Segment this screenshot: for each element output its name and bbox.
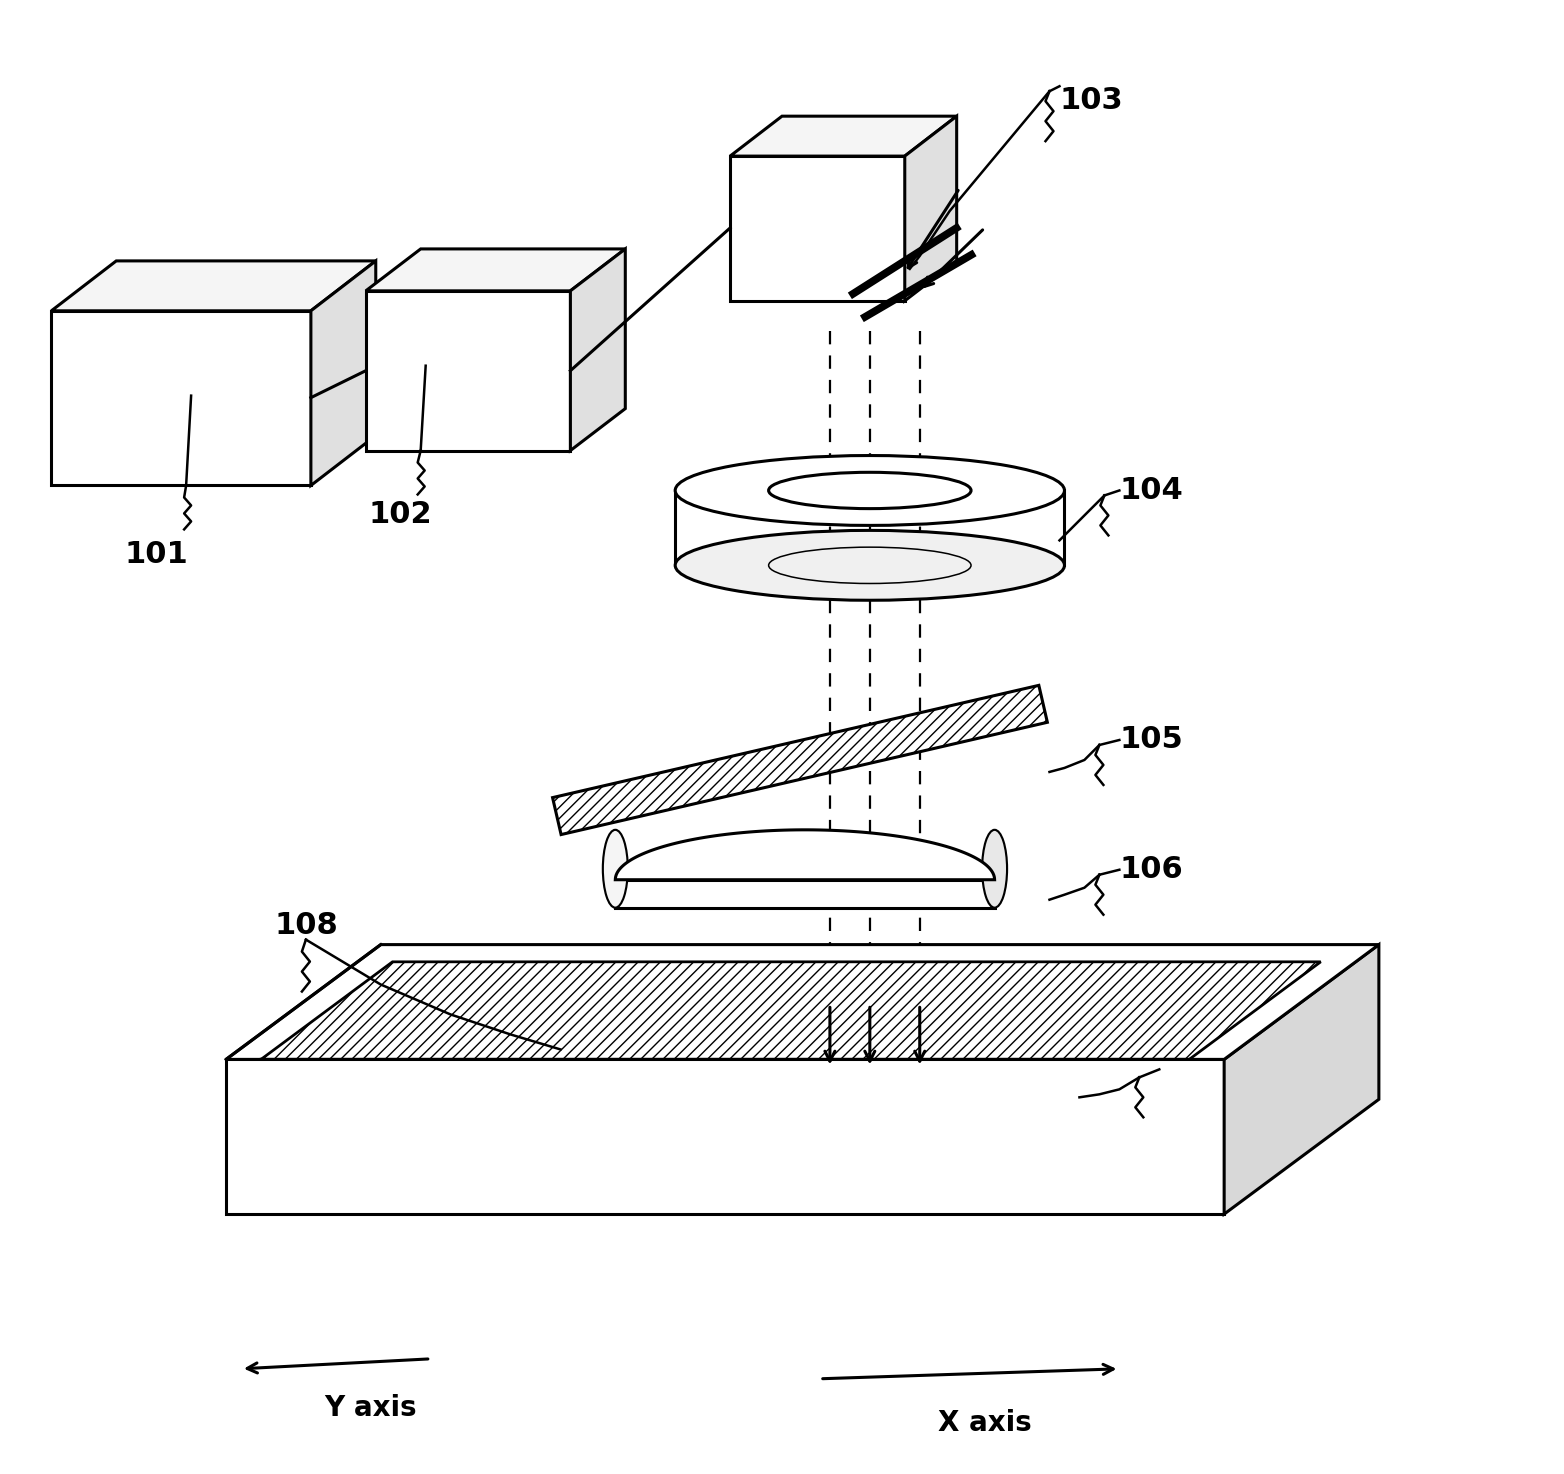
Text: X axis: X axis	[938, 1409, 1032, 1437]
Polygon shape	[552, 685, 1048, 834]
Polygon shape	[615, 830, 995, 880]
Ellipse shape	[982, 830, 1007, 908]
Ellipse shape	[676, 455, 1065, 525]
Text: 103: 103	[1059, 85, 1123, 115]
Text: 102: 102	[369, 501, 433, 529]
Ellipse shape	[676, 531, 1065, 600]
Polygon shape	[366, 249, 626, 290]
Polygon shape	[730, 156, 904, 301]
Ellipse shape	[768, 472, 971, 509]
Polygon shape	[261, 963, 1320, 1060]
Ellipse shape	[768, 547, 971, 584]
Polygon shape	[366, 290, 571, 451]
Text: 104: 104	[1120, 476, 1182, 506]
Text: 108: 108	[274, 911, 338, 939]
Polygon shape	[615, 880, 995, 908]
Polygon shape	[227, 945, 1379, 1060]
Ellipse shape	[602, 830, 627, 908]
Polygon shape	[52, 311, 311, 485]
Polygon shape	[1225, 945, 1379, 1215]
Polygon shape	[227, 1060, 1225, 1215]
Polygon shape	[730, 116, 957, 156]
Polygon shape	[904, 116, 957, 301]
Polygon shape	[52, 261, 375, 311]
Text: Y axis: Y axis	[324, 1394, 418, 1422]
Text: 105: 105	[1120, 725, 1182, 755]
Polygon shape	[571, 249, 626, 451]
Text: 107: 107	[1159, 1055, 1223, 1083]
Text: 101: 101	[124, 541, 188, 569]
Polygon shape	[311, 261, 375, 485]
Text: 106: 106	[1120, 855, 1182, 884]
